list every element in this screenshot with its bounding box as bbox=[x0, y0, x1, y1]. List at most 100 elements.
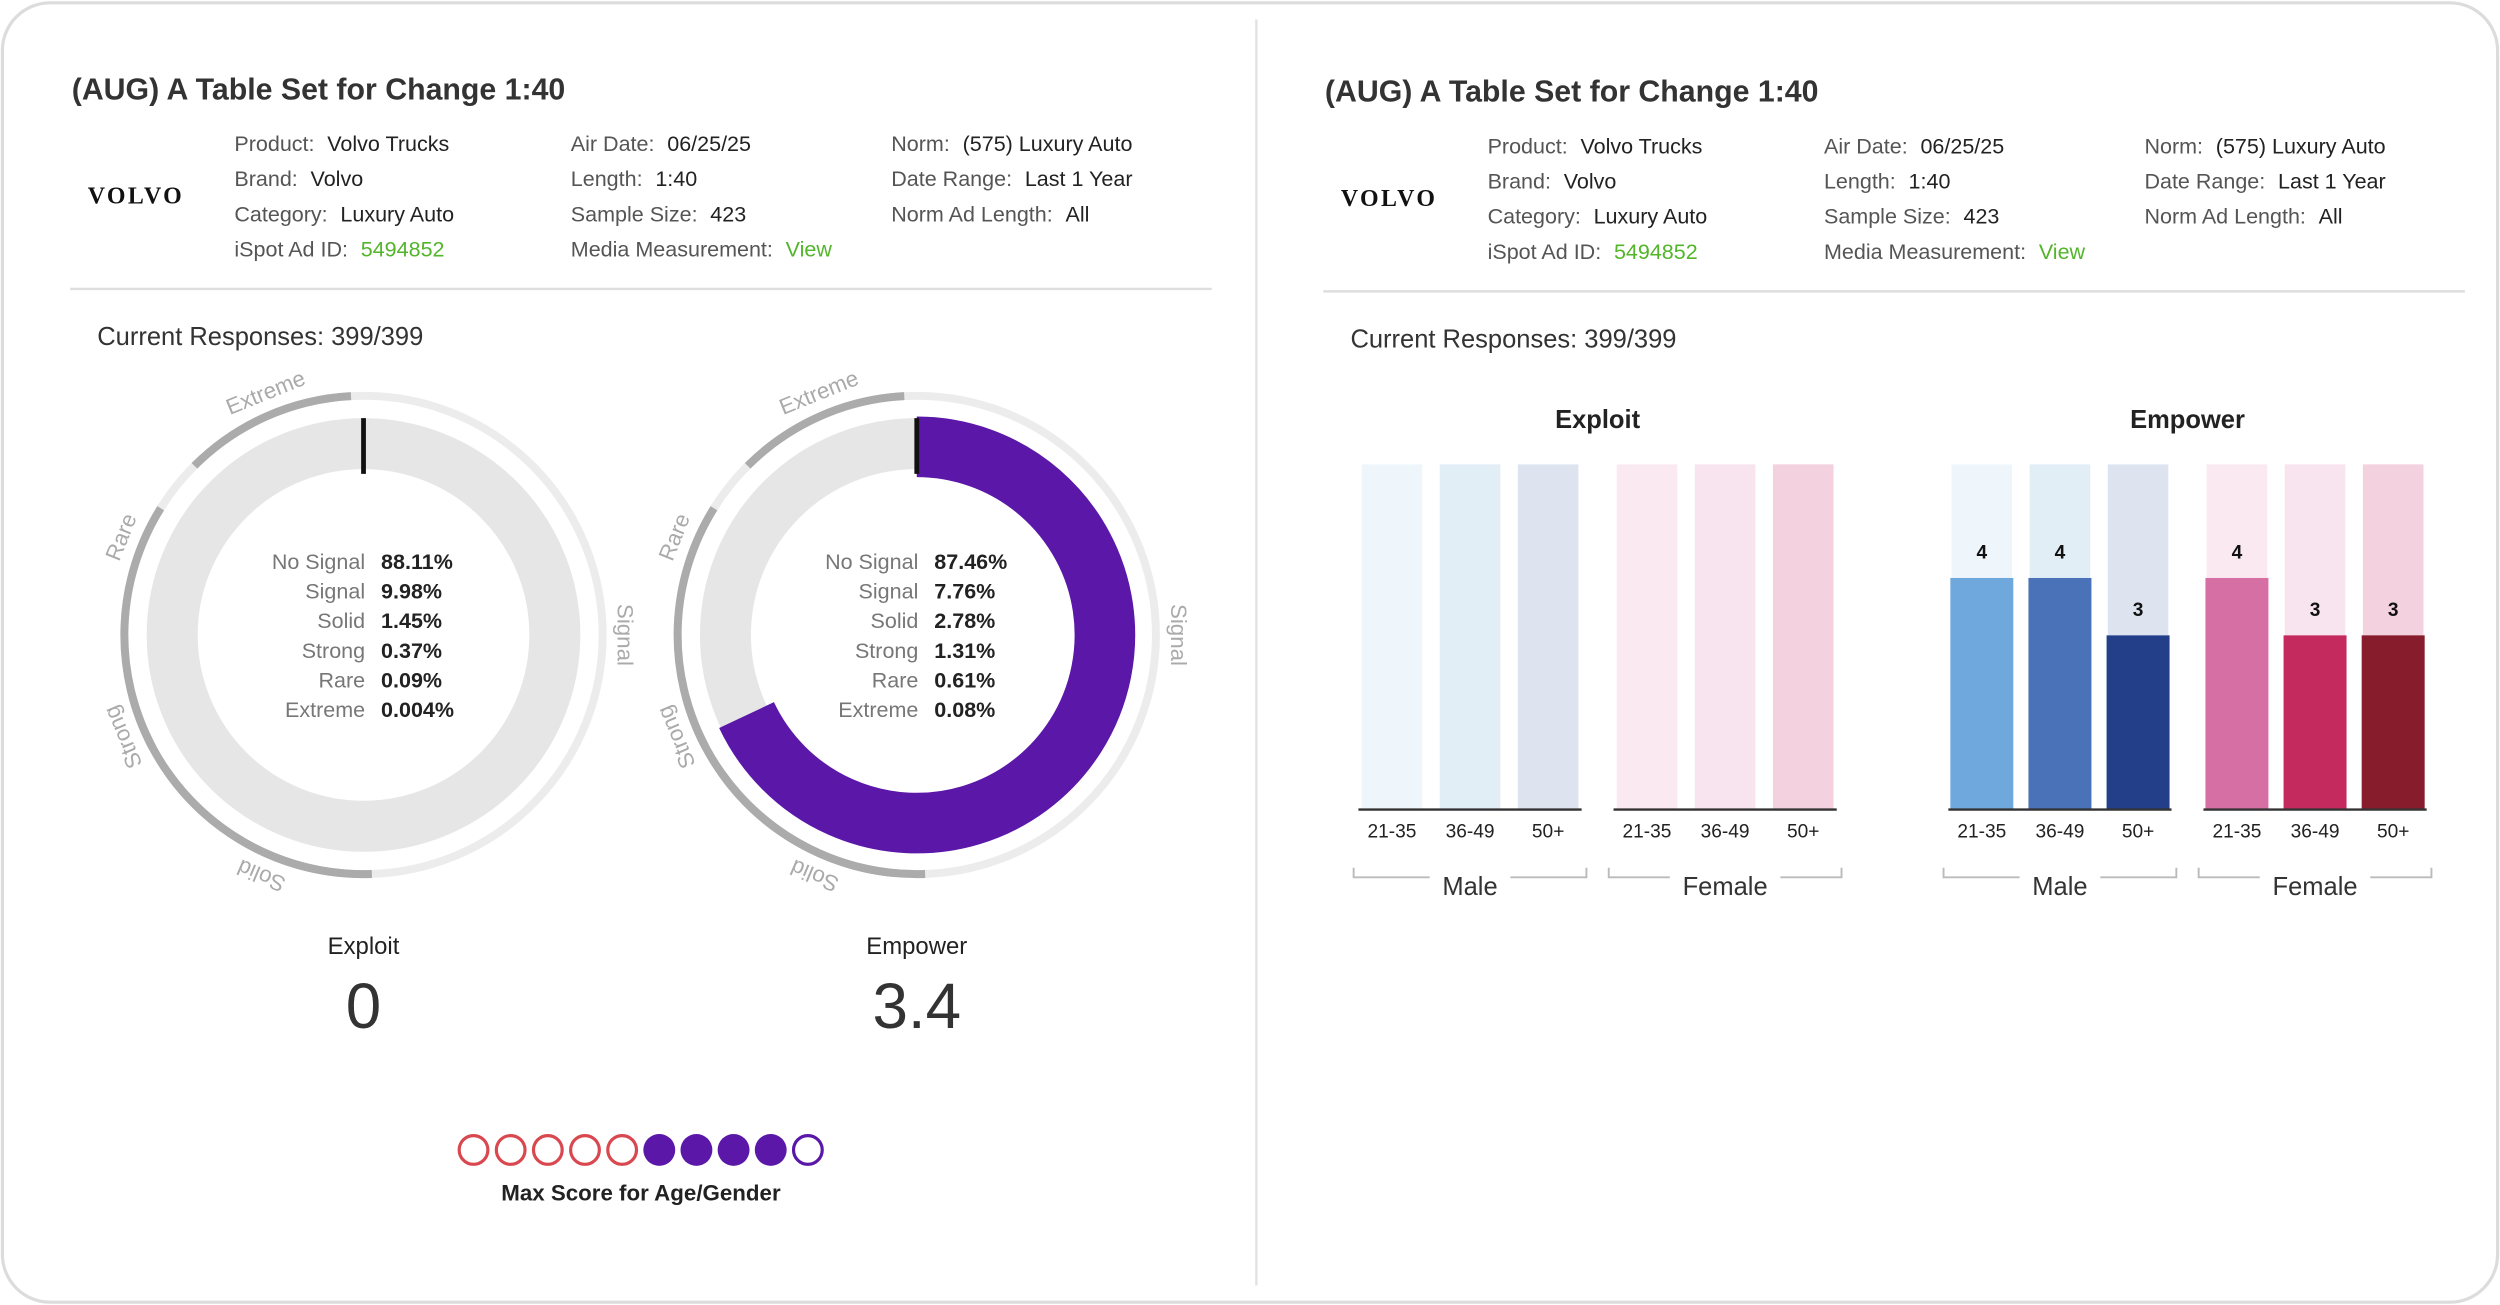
logo: VOLVO bbox=[1341, 186, 1437, 212]
dot bbox=[754, 1134, 787, 1166]
dot bbox=[494, 1134, 527, 1166]
field-value: Last 1 Year bbox=[1025, 167, 1133, 191]
field-label: Sample Size: bbox=[571, 202, 698, 226]
group-bracket bbox=[1607, 867, 1843, 879]
stat-value: 0.61% bbox=[934, 669, 995, 693]
stat-label: No Signal bbox=[825, 550, 918, 574]
value-label: 3 bbox=[2133, 600, 2144, 621]
responses: Current Responses: 399/399 bbox=[97, 323, 423, 351]
max-score-label: Max Score for Age/Gender bbox=[501, 1180, 781, 1205]
field-label: Air Date: bbox=[571, 132, 655, 156]
bar-track bbox=[1517, 464, 1579, 809]
field-label: Product: bbox=[234, 132, 314, 156]
field-label: Length: bbox=[1824, 170, 1896, 194]
value-label: 4 bbox=[2232, 543, 2243, 564]
stat-label: Strong bbox=[855, 639, 918, 663]
stat-label: Extreme bbox=[838, 698, 918, 722]
field-label: Brand: bbox=[234, 167, 297, 191]
field-label: Sample Size: bbox=[1824, 205, 1951, 229]
field-value: 06/25/25 bbox=[1920, 135, 2004, 159]
dot bbox=[791, 1134, 824, 1166]
category-label: 36-49 bbox=[2035, 822, 2084, 843]
field-value: View bbox=[2039, 240, 2086, 264]
field-value: 423 bbox=[710, 202, 746, 226]
stat-label: No Signal bbox=[272, 550, 365, 574]
field-label: iSpot Ad ID: bbox=[234, 237, 348, 261]
bar bbox=[2283, 635, 2347, 810]
field-label: Media Measurement: bbox=[571, 237, 773, 261]
stat-label: Strong bbox=[302, 639, 365, 663]
stat-label: Rare bbox=[318, 669, 365, 693]
stat-value: 0.004% bbox=[381, 698, 454, 722]
bar-track bbox=[1694, 464, 1756, 809]
ring-label: Signal bbox=[613, 604, 638, 666]
field-value: (575) Luxury Auto bbox=[2216, 135, 2386, 159]
gauge-name: Empower bbox=[866, 933, 967, 960]
group-bracket bbox=[1352, 867, 1588, 879]
chart-title: Exploit bbox=[1555, 406, 1641, 434]
bar bbox=[2205, 577, 2269, 810]
field-value: 1:40 bbox=[655, 167, 697, 191]
ring-label: Signal bbox=[1166, 604, 1191, 666]
stat-label: Solid bbox=[871, 609, 919, 633]
stat-value: 1.31% bbox=[934, 639, 995, 663]
stat-value: 1.45% bbox=[381, 609, 442, 633]
category-label: 21-35 bbox=[2212, 822, 2261, 843]
gauge-score: 0 bbox=[346, 970, 381, 1042]
stat-value: 87.46% bbox=[934, 550, 1007, 574]
bar-track bbox=[1361, 464, 1423, 809]
field-value: 5494852 bbox=[1614, 240, 1698, 264]
category-label: 50+ bbox=[1532, 822, 1564, 843]
dot bbox=[606, 1134, 639, 1166]
ring-segment bbox=[681, 695, 926, 879]
stat-label: Extreme bbox=[285, 698, 365, 722]
field-label: Length: bbox=[571, 167, 643, 191]
field-value: Volvo Trucks bbox=[1580, 135, 1702, 159]
field-value: 1:40 bbox=[1909, 170, 1951, 194]
field-label: Norm: bbox=[2144, 135, 2203, 159]
bar bbox=[2028, 577, 2092, 810]
dot bbox=[680, 1134, 713, 1166]
category-label: 50+ bbox=[1787, 822, 1819, 843]
field-value: 423 bbox=[1964, 205, 2000, 229]
category-label: 21-35 bbox=[1957, 822, 2006, 843]
field-label: Category: bbox=[1488, 205, 1581, 229]
bar-track bbox=[1439, 464, 1501, 809]
field-label: Air Date: bbox=[1824, 135, 1908, 159]
dot bbox=[531, 1134, 564, 1166]
field-value: All bbox=[2319, 205, 2343, 229]
field-label: Product: bbox=[1488, 135, 1568, 159]
field-label: Norm Ad Length: bbox=[2144, 205, 2305, 229]
group-label: Male bbox=[2032, 873, 2087, 901]
category-label: 50+ bbox=[2377, 822, 2409, 843]
category-label: 36-49 bbox=[2291, 822, 2340, 843]
field-label: Media Measurement: bbox=[1824, 240, 2026, 264]
bar bbox=[2361, 635, 2425, 810]
stat-label: Signal bbox=[859, 580, 919, 604]
stat-label: Solid bbox=[317, 609, 365, 633]
category-label: 21-35 bbox=[1367, 822, 1416, 843]
field-value: All bbox=[1065, 202, 1089, 226]
bar bbox=[2106, 635, 2170, 810]
category-label: 36-49 bbox=[1446, 822, 1495, 843]
stat-value: 0.08% bbox=[934, 698, 995, 722]
field-label: Category: bbox=[234, 202, 327, 226]
field-value: Volvo bbox=[311, 167, 364, 191]
dot bbox=[717, 1134, 750, 1166]
ring-segment bbox=[128, 695, 373, 879]
stat-value: 0.37% bbox=[381, 639, 442, 663]
dot bbox=[569, 1134, 601, 1166]
value-label: 3 bbox=[2310, 600, 2321, 621]
stat-value: 2.78% bbox=[934, 609, 995, 633]
gauge-arc bbox=[719, 416, 1136, 854]
title: (AUG) A Table Set for Change 1:40 bbox=[72, 73, 566, 106]
ring-segment bbox=[744, 392, 905, 469]
gauge-score: 3.4 bbox=[872, 970, 961, 1042]
field-value: Volvo Trucks bbox=[327, 132, 449, 156]
stat-value: 0.09% bbox=[381, 669, 442, 693]
field-value: 5494852 bbox=[361, 237, 445, 261]
dot bbox=[643, 1134, 676, 1166]
field-value: 06/25/25 bbox=[667, 132, 751, 156]
responses: Current Responses: 399/399 bbox=[1350, 326, 1676, 354]
logo: VOLVO bbox=[88, 184, 184, 210]
